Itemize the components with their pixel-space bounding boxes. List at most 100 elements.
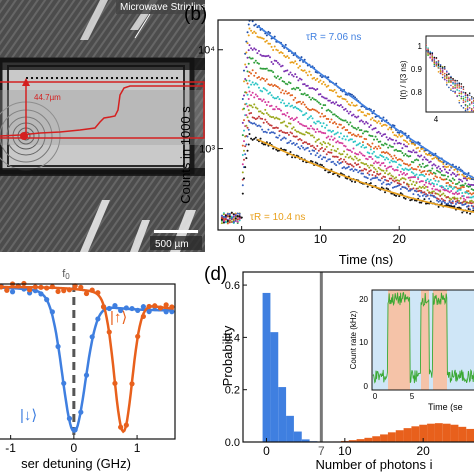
decay-point: [421, 191, 424, 194]
decay-point: [396, 159, 399, 162]
decay-point: [314, 154, 317, 157]
decay-point: [412, 193, 415, 196]
decay-point: [412, 176, 415, 179]
decay-point: [267, 42, 270, 45]
inset-point: [470, 108, 473, 110]
decay-point: [344, 107, 347, 110]
decay-point: [286, 92, 289, 95]
decay-point: [253, 30, 256, 33]
decay-point: [243, 158, 245, 161]
resonance-point: [135, 333, 141, 340]
decay-point: [458, 206, 461, 209]
decay-point: [297, 138, 300, 141]
resonance-point: [106, 329, 112, 335]
decay-point: [376, 156, 379, 159]
decay-point: [445, 196, 448, 199]
decay-point: [423, 175, 426, 178]
decay-point: [305, 106, 308, 109]
decay-point: [387, 138, 390, 141]
decay-point: [346, 148, 349, 151]
decay-point: [384, 142, 387, 145]
decay-point: [410, 188, 413, 191]
decay-point: [292, 87, 295, 90]
decay-point: [248, 112, 251, 115]
decay-point: [245, 102, 248, 105]
decay-point: [453, 193, 456, 196]
decay-point: [245, 79, 248, 82]
decay-point: [283, 113, 286, 116]
decay-point: [330, 130, 333, 133]
decay-point: [418, 201, 421, 204]
decay-point: [462, 184, 465, 187]
decay-point: [407, 169, 410, 172]
inset-point: [441, 69, 444, 71]
decay-point: [398, 158, 401, 161]
decay-point: [302, 160, 305, 163]
decay-point: [314, 79, 317, 82]
decay-point: [447, 175, 450, 178]
decay-point: [246, 116, 249, 119]
decay-point: [415, 151, 418, 154]
decay-point: [393, 177, 396, 180]
decay-point: [385, 143, 388, 146]
decay-point: [294, 96, 297, 99]
decay-point: [349, 155, 352, 158]
decay-point: [254, 32, 257, 35]
decay-point: [346, 153, 349, 156]
decay-point: [398, 179, 401, 182]
inset-point: [468, 111, 471, 112]
decay-point: [379, 168, 382, 171]
decay-point: [254, 136, 257, 139]
inset-point: [462, 88, 465, 91]
decay-point: [409, 155, 412, 158]
inset-point: [460, 105, 463, 107]
decay-point: [245, 114, 248, 117]
decay-point: [350, 134, 353, 137]
decay-point: [284, 137, 287, 140]
decay-point: [436, 199, 439, 202]
histogram-bar: [301, 439, 310, 442]
decay-point: [445, 184, 448, 187]
decay-point: [363, 167, 366, 170]
decay-point: [396, 135, 399, 138]
decay-point: [251, 91, 254, 94]
inset-point: [462, 97, 465, 100]
decay-point: [248, 71, 251, 74]
decay-point: [447, 171, 450, 174]
decay-point: [327, 171, 330, 174]
decay-point: [291, 73, 294, 76]
resonance-point: [129, 381, 135, 387]
decay-point: [328, 109, 331, 112]
decay-point: [385, 179, 388, 182]
decay-point: [336, 174, 339, 177]
decay-point: [276, 75, 279, 78]
resonance-point: [15, 283, 21, 289]
decay-point: [368, 134, 371, 137]
decay-point: [273, 83, 276, 86]
decay-point: [287, 57, 290, 60]
decay-point: [327, 158, 330, 161]
decay-point: [432, 185, 435, 188]
decay-point: [410, 198, 413, 201]
inset-point: [454, 79, 456, 82]
decay-point: [314, 122, 317, 125]
decay-point: [319, 122, 322, 125]
decay-point: [346, 100, 349, 103]
resonance-point: [112, 380, 118, 386]
decay-point: [402, 162, 405, 165]
decay-point: [230, 215, 233, 218]
decay-point: [361, 169, 364, 172]
decay-point: [265, 112, 268, 115]
decay-point: [410, 166, 413, 169]
decay-point: [220, 214, 223, 217]
decay-point: [369, 178, 372, 181]
decay-point: [462, 194, 465, 197]
decay-point: [344, 98, 347, 101]
decay-point: [434, 156, 437, 159]
decay-point: [456, 193, 459, 196]
decay-point: [417, 165, 420, 168]
decay-point: [272, 96, 275, 99]
decay-point: [453, 173, 456, 176]
decay-point: [316, 120, 319, 123]
